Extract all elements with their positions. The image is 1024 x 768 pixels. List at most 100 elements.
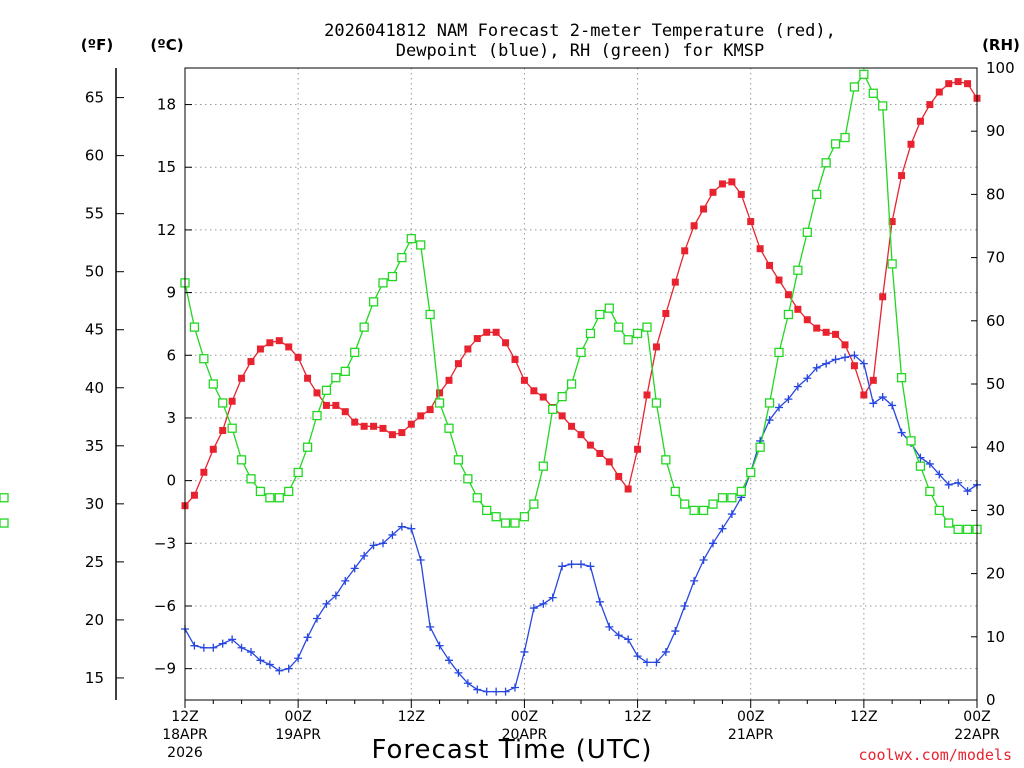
dewpoint-point (925, 459, 934, 468)
dewpoint-point (407, 524, 416, 533)
temperature-point (238, 374, 246, 382)
temperature-point (832, 330, 840, 338)
dewpoint-point (416, 556, 425, 565)
dewpoint-point (529, 604, 538, 613)
temperature-point (454, 360, 462, 368)
temperature-point (464, 345, 472, 353)
rh-point (208, 379, 218, 389)
rh-line (184, 73, 977, 531)
dewpoint-point (633, 652, 642, 661)
rh-point (849, 82, 860, 92)
dewpoint-point (661, 647, 670, 656)
rh-point (350, 347, 360, 358)
dewpoint-point (793, 382, 802, 391)
rh-point (812, 189, 822, 200)
temperature-point (313, 389, 321, 397)
rh-point (717, 493, 728, 503)
rh-point (821, 158, 831, 168)
temperature-line (184, 80, 978, 507)
dewpoint-point (360, 551, 369, 560)
rh-point (557, 391, 567, 402)
dewpoint-point (492, 687, 501, 696)
dewpoint-point (944, 480, 953, 489)
credit-link[interactable]: coolwx.com/models (858, 746, 1012, 764)
temperature-point (794, 305, 802, 313)
rh-point (830, 139, 841, 149)
temperature-point (709, 188, 717, 196)
temperature-point (200, 468, 208, 476)
temperature-point (398, 429, 406, 437)
celsius-tick-label: 12 (157, 221, 176, 239)
dewpoint-point (256, 656, 265, 665)
x-tick-label: 21APR (728, 727, 774, 743)
rh-point (274, 493, 284, 503)
dewpoint-point (435, 641, 444, 650)
rh-point (764, 398, 775, 408)
temperature-point (285, 343, 293, 351)
rh-point (434, 398, 445, 408)
temperature-point (643, 391, 651, 399)
dewpoint-point (935, 470, 944, 479)
rh-point (463, 474, 473, 484)
dewpoint-point (284, 664, 293, 673)
rh-point (0, 518, 9, 528)
fahrenheit-tick-label: 35 (85, 437, 104, 455)
series-temperature (181, 78, 981, 510)
x-tick-label: 22APR (954, 727, 1000, 743)
dewpoint-point (247, 647, 255, 656)
dewpoint-point (199, 643, 208, 652)
dewpoint-point (812, 363, 821, 372)
fahrenheit-tick-label: 50 (85, 263, 104, 281)
rh-point (614, 322, 624, 332)
temperature-point (483, 328, 491, 336)
temperature-point (954, 78, 962, 86)
dewpoint-point (699, 556, 708, 565)
dewpoint-point (775, 403, 783, 412)
dewpoint-point (822, 359, 831, 368)
celsius-tick-label: 9 (166, 284, 176, 302)
dewpoint-point (341, 576, 350, 585)
dewpoint-point (709, 539, 717, 548)
rh-point (934, 505, 944, 516)
temperature-point (332, 401, 340, 409)
dewpoint-point (303, 633, 312, 642)
rh-point (397, 252, 407, 263)
rh-point (340, 366, 350, 377)
rh-point (736, 486, 746, 497)
dewpoint-point (350, 564, 359, 573)
x-tick-label: 12Z (398, 709, 425, 725)
dewpoint-point (237, 643, 246, 652)
dewpoint-point (784, 395, 793, 404)
rh-point (0, 493, 9, 503)
dewpoint-point (218, 639, 227, 648)
fahrenheit-tick-label: 65 (85, 89, 104, 107)
rh-point (878, 101, 888, 111)
temperature-point (888, 218, 896, 226)
rh-point (519, 512, 530, 522)
dewpoint-point (331, 591, 340, 600)
dewpoint-point (558, 562, 567, 571)
dewpoint-point (850, 351, 859, 360)
rh-point (962, 524, 973, 535)
dewpoint-point (878, 393, 887, 402)
rh-point (708, 499, 718, 509)
temperature-point (219, 426, 227, 434)
temperature-point (492, 328, 500, 336)
dewpoint-point (567, 560, 576, 569)
celsius-tick-label: 6 (166, 346, 176, 364)
x-tick-label: 2026 (167, 745, 203, 761)
temperature-point (341, 408, 349, 416)
rh-point (406, 233, 416, 244)
rh-point (293, 467, 303, 478)
dewpoint-point (859, 359, 868, 368)
rh-point (425, 309, 435, 320)
dewpoint-point (803, 374, 812, 383)
temperature-point (681, 247, 689, 255)
dewpoint-point (228, 635, 237, 644)
temperature-point (228, 397, 236, 405)
celsius-tick-label: 15 (157, 158, 176, 176)
temperature-point (322, 401, 330, 409)
rh-tick-label: 60 (986, 312, 1005, 330)
temperature-point (850, 362, 858, 370)
x-tick-label: 12Z (850, 709, 877, 725)
